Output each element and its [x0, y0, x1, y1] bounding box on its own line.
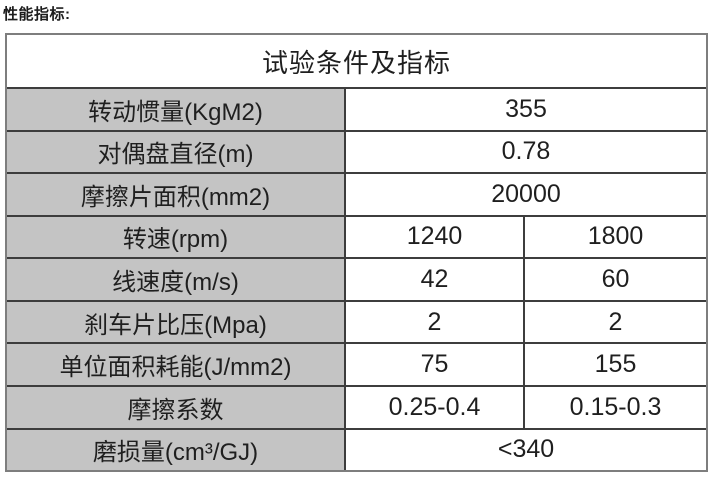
table-row: 摩擦片面积(mm2) 20000: [7, 172, 706, 217]
row-label-cell: 线速度(m/s): [7, 257, 346, 302]
table-title-row: 试验条件及指标: [7, 35, 706, 89]
row-value-cell: 0.15-0.3: [523, 384, 706, 430]
row-value-cell: 0.78: [344, 129, 706, 175]
row-value-cell: 2: [344, 299, 525, 345]
row-label-cell: 转速(rpm): [7, 214, 346, 260]
table-row: 转动惯量(KgM2) 355: [7, 87, 706, 132]
row-label-cell: 对偶盘直径(m): [7, 129, 346, 175]
table-row: 摩擦系数 0.25-0.4 0.15-0.3: [7, 384, 706, 430]
row-value-cell: 155: [523, 342, 706, 387]
row-value-cell: 1240: [344, 214, 525, 260]
row-label-cell: 摩擦系数: [7, 384, 346, 430]
row-label-cell: 单位面积耗能(J/mm2): [7, 342, 346, 387]
row-value-cell: 0.25-0.4: [344, 384, 525, 430]
spec-table-wrapper: 试验条件及指标 转动惯量(KgM2) 355 对偶盘直径(m) 0.78 摩擦片…: [5, 33, 708, 472]
row-label-cell: 刹车片比压(Mpa): [7, 299, 346, 345]
row-value-cell: <340: [344, 427, 706, 470]
row-label-cell: 摩擦片面积(mm2): [7, 172, 346, 217]
table-title: 试验条件及指标: [7, 35, 706, 89]
table-row: 刹车片比压(Mpa) 2 2: [7, 299, 706, 345]
table-row: 对偶盘直径(m) 0.78: [7, 129, 706, 175]
table-row: 线速度(m/s) 42 60: [7, 257, 706, 302]
row-value-cell: 60: [523, 257, 706, 302]
row-label-cell: 磨损量(cm³/GJ): [7, 427, 346, 470]
row-value-cell: 42: [344, 257, 525, 302]
spec-table: 试验条件及指标 转动惯量(KgM2) 355 对偶盘直径(m) 0.78 摩擦片…: [7, 35, 706, 470]
table-row: 转速(rpm) 1240 1800: [7, 214, 706, 260]
table-row: 磨损量(cm³/GJ) <340: [7, 427, 706, 470]
row-value-cell: 75: [344, 342, 525, 387]
row-value-cell: 1800: [523, 214, 706, 260]
row-value-cell: 20000: [344, 172, 706, 217]
table-row: 单位面积耗能(J/mm2) 75 155: [7, 342, 706, 387]
page-heading: 性能指标:: [3, 6, 71, 23]
row-value-cell: 355: [344, 87, 706, 132]
row-value-cell: 2: [523, 299, 706, 345]
row-label-cell: 转动惯量(KgM2): [7, 87, 346, 132]
